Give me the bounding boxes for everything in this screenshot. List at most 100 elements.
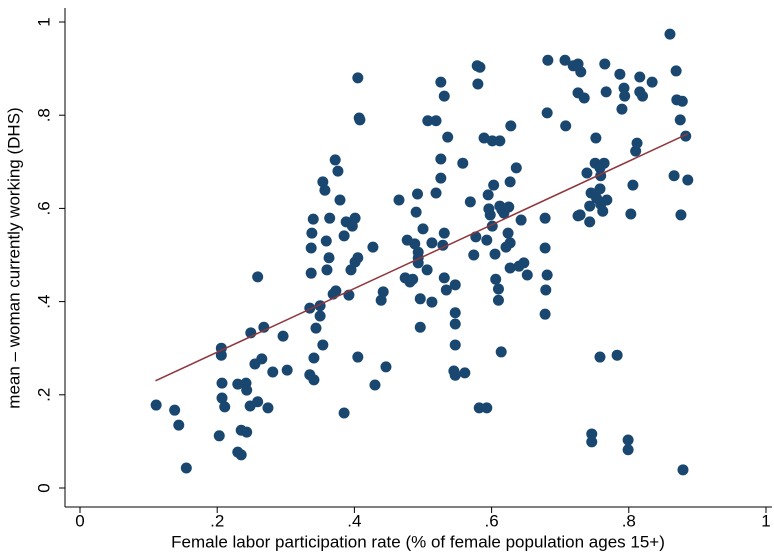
point [674, 114, 686, 126]
point [505, 120, 517, 132]
point [675, 209, 687, 221]
point [542, 54, 554, 66]
point [619, 90, 631, 102]
point [449, 307, 461, 319]
point [622, 444, 634, 456]
point [252, 396, 264, 408]
point [559, 54, 571, 66]
point [421, 264, 433, 276]
point [481, 234, 493, 246]
point [262, 402, 274, 414]
x-tick-label: .6 [485, 511, 499, 530]
point [338, 230, 350, 242]
point [435, 172, 447, 184]
point [631, 137, 643, 149]
point [515, 214, 527, 226]
point [440, 284, 452, 296]
point [486, 135, 498, 147]
point [676, 95, 688, 107]
point [668, 170, 680, 182]
y-tick-label: 0 [34, 483, 53, 492]
point [541, 269, 553, 281]
point [412, 188, 424, 200]
point [459, 367, 471, 379]
point [354, 114, 366, 126]
point [494, 135, 506, 147]
point [510, 162, 522, 174]
point [319, 184, 331, 196]
point [232, 378, 244, 390]
point [518, 257, 530, 269]
point [321, 264, 333, 276]
point [449, 279, 461, 291]
point [380, 361, 392, 373]
point [393, 194, 405, 206]
point [504, 176, 516, 188]
point [352, 252, 364, 264]
y-axis-title: mean – woman currently working (DHS) [4, 107, 23, 408]
point [539, 212, 551, 224]
point [412, 246, 424, 258]
point [600, 86, 612, 98]
point [601, 194, 613, 206]
point [277, 330, 289, 342]
point [670, 65, 682, 77]
point [637, 90, 649, 102]
point [409, 238, 421, 250]
point [241, 426, 253, 438]
point [410, 206, 422, 218]
point [349, 212, 361, 224]
point [180, 462, 192, 474]
point [438, 227, 450, 239]
point [414, 321, 426, 333]
point [625, 208, 637, 220]
point [646, 76, 658, 88]
point [599, 58, 611, 70]
point [614, 68, 626, 80]
point [306, 227, 318, 239]
point [352, 72, 364, 84]
point [317, 176, 329, 188]
point [256, 353, 268, 365]
point [169, 404, 181, 416]
point [492, 294, 504, 306]
x-tick-label: .8 [622, 511, 636, 530]
point [338, 407, 350, 419]
point [369, 379, 381, 391]
x-tick-label: .2 [210, 511, 224, 530]
point [482, 189, 494, 201]
point [375, 294, 387, 306]
point [330, 285, 342, 297]
point [541, 107, 553, 119]
point [492, 283, 504, 295]
y-tick-label: .8 [34, 108, 53, 122]
point [426, 237, 438, 249]
point [622, 434, 634, 446]
point [235, 449, 247, 461]
point [488, 179, 500, 191]
point [586, 436, 598, 448]
point [484, 209, 496, 221]
y-tick-label: .4 [34, 295, 53, 309]
point [574, 209, 586, 221]
point [521, 269, 533, 281]
point [252, 271, 264, 283]
point [438, 90, 450, 102]
point [575, 66, 587, 78]
point [332, 165, 344, 177]
point [504, 262, 516, 274]
y-tick-label: .6 [34, 201, 53, 215]
point [310, 322, 322, 334]
point [597, 205, 609, 217]
point [594, 183, 606, 195]
point [241, 384, 253, 396]
point [680, 130, 692, 142]
point [581, 167, 593, 179]
point [627, 179, 639, 191]
x-tick-label: 0 [75, 511, 84, 530]
point [426, 296, 438, 308]
x-tick-label: 1 [761, 511, 770, 530]
point [468, 249, 480, 261]
point [449, 339, 461, 351]
